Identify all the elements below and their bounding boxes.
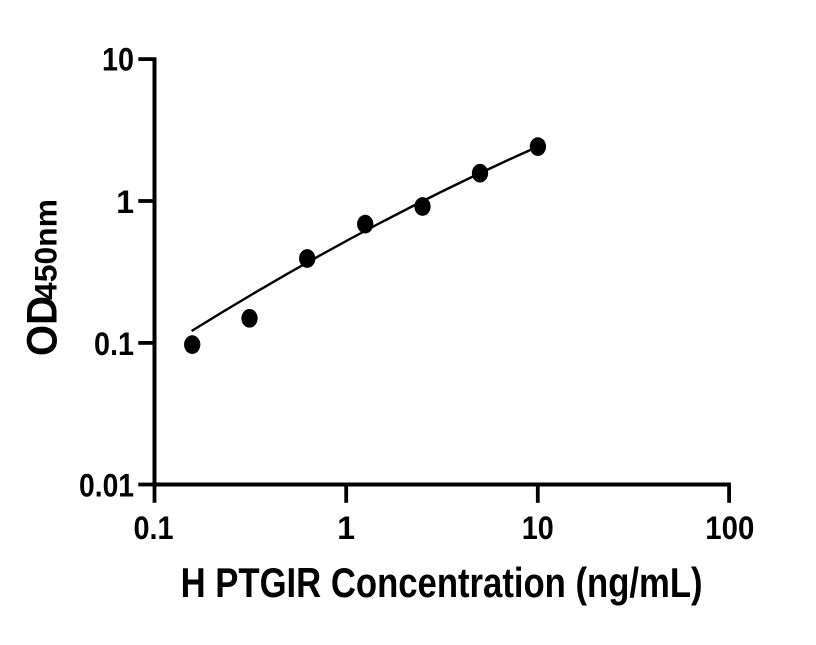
svg-text:100: 100 — [705, 510, 754, 546]
svg-text:0.1: 0.1 — [94, 326, 134, 362]
svg-text:0.1: 0.1 — [134, 510, 174, 546]
svg-text:0.01: 0.01 — [79, 467, 134, 503]
svg-text:H PTGIR Concentration (ng/mL): H PTGIR Concentration (ng/mL) — [181, 559, 703, 606]
svg-text:OD: OD — [19, 296, 67, 356]
svg-text:450nm: 450nm — [29, 199, 64, 300]
svg-text:10: 10 — [522, 510, 554, 546]
svg-text:1: 1 — [337, 510, 355, 546]
svg-text:10: 10 — [102, 42, 134, 78]
svg-text:1: 1 — [116, 184, 134, 220]
